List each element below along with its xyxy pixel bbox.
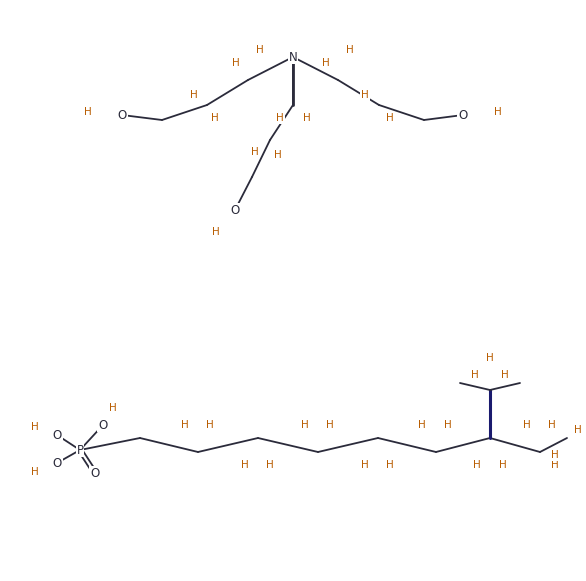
Text: H: H [274,150,282,160]
Text: H: H [322,58,330,68]
Text: H: H [444,420,452,430]
Text: H: H [31,467,39,477]
Text: H: H [471,370,479,380]
Text: H: H [276,113,284,123]
Text: H: H [486,353,494,363]
Text: H: H [361,90,369,100]
Text: H: H [211,113,219,123]
Text: O: O [117,109,127,121]
Text: O: O [458,109,468,121]
Text: H: H [206,420,214,430]
Text: H: H [501,370,509,380]
Text: H: H [256,45,264,55]
Text: O: O [98,418,108,432]
Text: P: P [77,443,83,457]
Text: H: H [181,420,189,430]
Text: H: H [31,422,39,432]
Text: O: O [52,429,62,442]
Text: H: H [303,113,311,123]
Text: H: H [84,107,92,117]
Text: H: H [212,227,220,237]
Text: H: H [551,450,559,460]
Text: O: O [52,457,62,469]
Text: O: O [90,467,100,479]
Text: H: H [523,420,531,430]
Text: H: H [190,90,198,100]
Text: H: H [346,45,354,55]
Text: H: H [499,460,507,470]
Text: H: H [574,425,582,435]
Text: H: H [473,460,481,470]
Text: H: H [326,420,334,430]
Text: H: H [266,460,274,470]
Text: H: H [386,460,394,470]
Text: H: H [494,107,502,117]
Text: H: H [418,420,426,430]
Text: H: H [241,460,249,470]
Text: H: H [232,58,240,68]
Text: H: H [551,460,559,470]
Text: H: H [361,460,369,470]
Text: H: H [301,420,309,430]
Text: H: H [386,113,394,123]
Text: H: H [251,147,259,157]
Text: H: H [109,403,117,413]
Text: H: H [548,420,556,430]
Text: O: O [230,203,240,217]
Text: N: N [289,51,297,63]
